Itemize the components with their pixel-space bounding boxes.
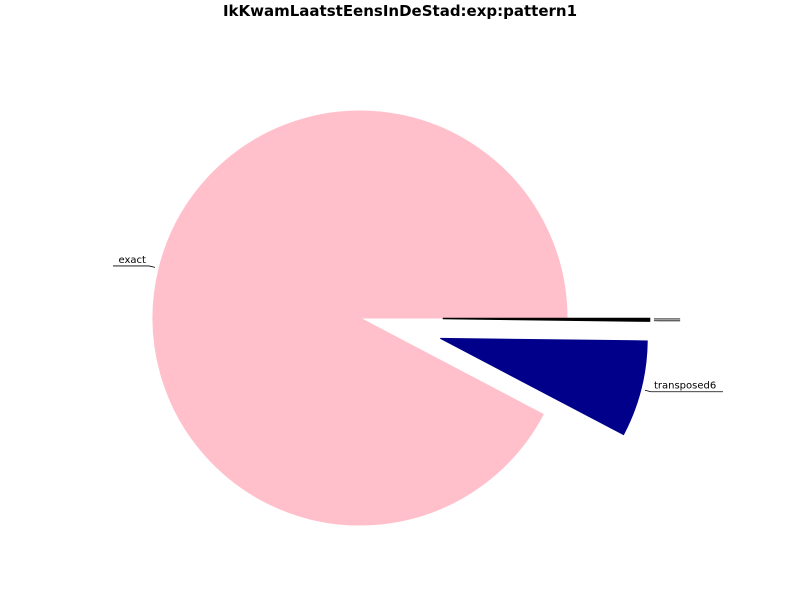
slices-layer: [152, 110, 651, 526]
chart-title: IkKwamLaatstEensInDeStad:exp:pattern1: [222, 2, 578, 20]
label-leader-line: [644, 389, 723, 393]
slice-label-transposed6: transposed6: [654, 381, 716, 392]
slice-label-exact: exact: [119, 255, 147, 266]
pie-slice-transposed6: [440, 337, 648, 436]
label-leader-line: [112, 265, 156, 268]
pie-slice-unlabeled-3: [442, 317, 651, 321]
labels-layer: exact transposed6: [112, 255, 723, 393]
pie-slice-exact: [152, 110, 568, 526]
pie-slice-unlabeled-2: [442, 318, 651, 322]
